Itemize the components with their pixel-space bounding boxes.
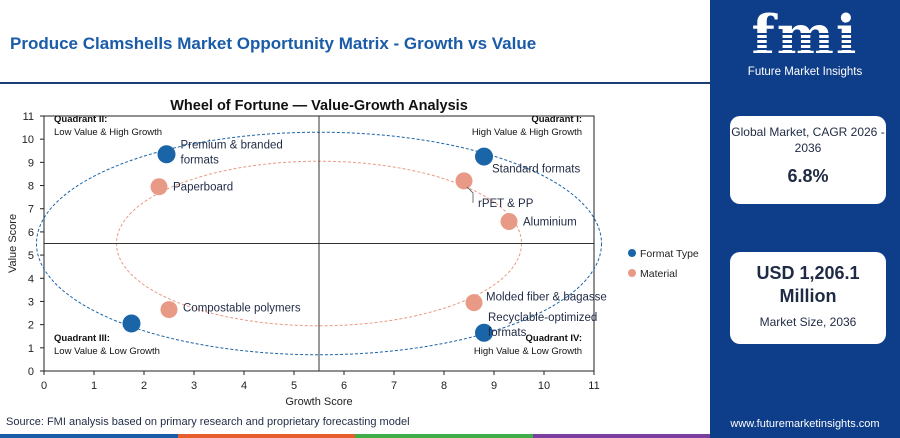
- y-tick-label: 1: [28, 343, 34, 355]
- color-bar-segment-1: [0, 434, 178, 438]
- point-label: rPET & PP: [478, 198, 534, 210]
- market-size-value: USD 1,206.1 Million: [756, 263, 860, 306]
- format-type-point: [122, 314, 141, 333]
- material-point: [150, 178, 168, 196]
- material-point: [465, 294, 483, 312]
- x-tick-label: 0: [41, 380, 47, 392]
- cagr-value: 6.8%: [787, 166, 829, 186]
- quadrant-title: Quadrant III:: [54, 333, 110, 344]
- page-title: Produce Clamshells Market Opportunity Ma…: [10, 34, 537, 53]
- format-type-point: [475, 323, 493, 342]
- fmi-logo: fmi Future Market Insights: [730, 6, 880, 86]
- legend-label: Material: [640, 268, 677, 280]
- point-label: Compostable polymers: [183, 303, 301, 315]
- quadrant-desc: Low Value & High Growth: [54, 127, 162, 138]
- point-label: Recyclable-optimized: [488, 312, 597, 324]
- quadrant-desc: High Value & Low Growth: [474, 346, 582, 357]
- point-label: Standard formats: [492, 164, 580, 176]
- y-tick-label: 6: [28, 227, 34, 239]
- market-size-card: USD 1,206.1 Million Market Size, 2036: [730, 252, 886, 344]
- y-tick-label: 9: [28, 157, 34, 169]
- point-label: Premium & branded: [181, 139, 283, 151]
- quadrant-title: Quadrant II:: [54, 114, 107, 125]
- y-tick-label: 2: [28, 320, 34, 332]
- y-tick-label: 10: [22, 134, 34, 146]
- market-size-label: Market Size, 2036: [759, 315, 857, 329]
- chart-svg: Wheel of Fortune — Value-Growth Analysis…: [7, 98, 699, 408]
- point-label: Paperboard: [173, 182, 233, 194]
- legend-marker: [628, 269, 636, 277]
- opportunity-matrix-chart: Wheel of Fortune — Value-Growth Analysis…: [0, 88, 710, 414]
- x-tick-label: 9: [491, 380, 497, 392]
- point-label: Aluminium: [523, 216, 577, 228]
- x-tick-label: 6: [341, 380, 347, 392]
- point-label: formats: [488, 327, 527, 339]
- x-tick-label: 4: [241, 380, 247, 392]
- material-point: [455, 172, 473, 190]
- y-tick-label: 8: [28, 181, 34, 193]
- x-tick-label: 7: [391, 380, 397, 392]
- website-url: www.futuremarketinsights.com: [730, 418, 880, 430]
- material-point: [500, 212, 518, 230]
- x-tick-label: 8: [441, 380, 447, 392]
- x-tick-label: 10: [538, 380, 550, 392]
- logo-stripes: [738, 30, 872, 56]
- title-divider: [0, 82, 710, 84]
- quadrant-desc: High Value & High Growth: [472, 127, 582, 138]
- quadrant-desc: Low Value & Low Growth: [54, 346, 160, 357]
- color-bar-segment-4: [532, 434, 710, 438]
- label-leader: [466, 186, 474, 203]
- format-type-point: [475, 147, 493, 166]
- legend-label: Format Type: [640, 248, 699, 260]
- x-axis-label: Growth Score: [285, 396, 352, 408]
- y-tick-label: 0: [28, 366, 34, 378]
- quadrant-title: Quadrant I:: [531, 114, 582, 125]
- x-tick-label: 11: [588, 380, 599, 392]
- quadrant-title: Quadrant IV:: [526, 333, 582, 344]
- x-tick-label: 3: [191, 380, 197, 392]
- x-tick-label: 1: [91, 380, 97, 392]
- x-tick-label: 2: [141, 380, 147, 392]
- cagr-label: Global Market, CAGR 2026 - 2036: [731, 125, 885, 155]
- y-tick-label: 3: [28, 296, 34, 308]
- point-label: Molded fiber & bagasse: [486, 292, 607, 304]
- source-note: Source: FMI analysis based on primary re…: [6, 416, 410, 428]
- chart-title: Wheel of Fortune — Value-Growth Analysis: [170, 98, 468, 114]
- y-tick-label: 7: [28, 204, 34, 216]
- color-bar-segment-2: [177, 434, 355, 438]
- legend-marker: [628, 249, 636, 257]
- y-axis-label: Value Score: [7, 214, 19, 273]
- color-bar-segment-3: [355, 434, 533, 438]
- format-type-point: [157, 145, 176, 164]
- cagr-card: Global Market, CAGR 2026 - 2036 6.8%: [730, 116, 886, 204]
- sidebar: fmi Future Market Insights Global Market…: [710, 0, 900, 438]
- y-tick-label: 5: [28, 250, 34, 262]
- material-point: [160, 301, 178, 319]
- x-tick-label: 5: [291, 380, 297, 392]
- point-label: formats: [181, 154, 220, 166]
- logo-subtitle: Future Market Insights: [747, 66, 863, 78]
- color-bar: [0, 434, 710, 438]
- y-tick-label: 4: [28, 273, 34, 285]
- y-tick-label: 11: [23, 111, 34, 123]
